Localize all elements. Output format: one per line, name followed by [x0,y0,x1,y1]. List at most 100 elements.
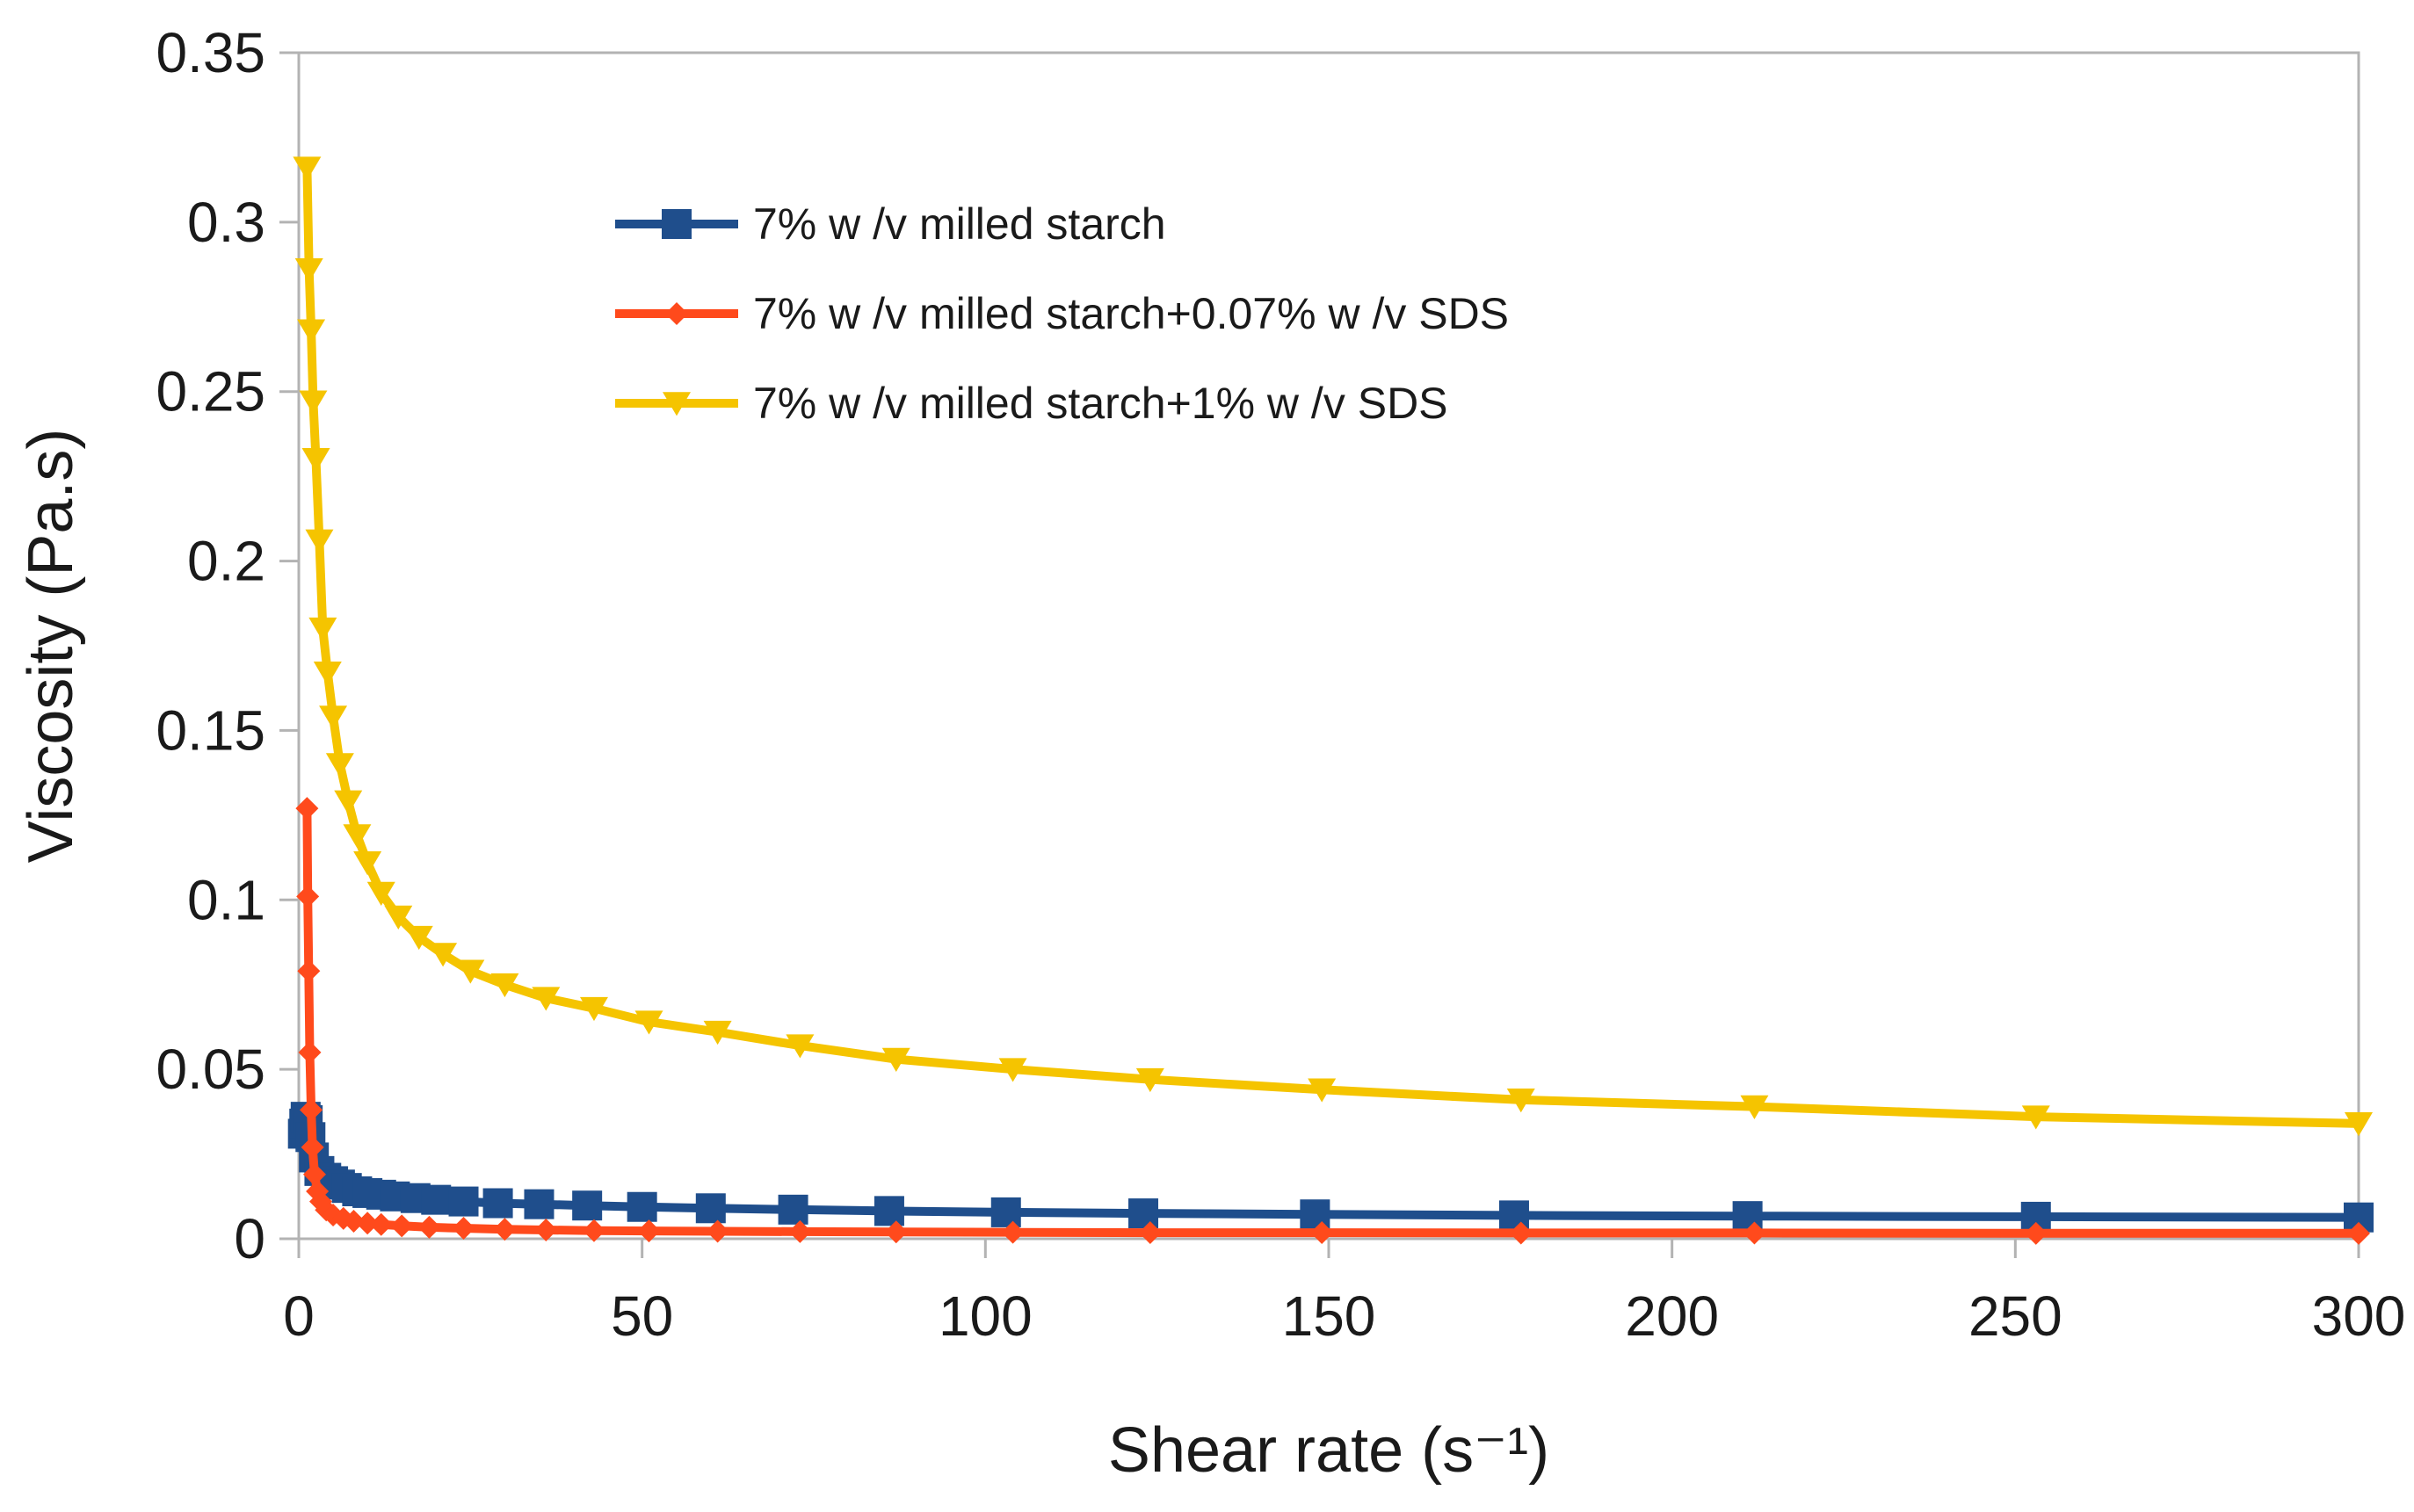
data-point [1509,1221,1533,1245]
data-point [532,987,561,1011]
legend-item: 7% w /v milled starch+1% w /v SDS [615,379,1448,428]
data-point [1128,1198,1159,1229]
data-point [627,1191,657,1222]
data-point [1743,1221,1766,1245]
data-point [404,925,433,951]
data-point [2021,1105,2050,1130]
data-point [534,1218,558,1241]
data-point [582,1219,605,1242]
data-point [302,1162,326,1186]
series-1 [295,797,2370,1245]
y-tick-label: 0.05 [156,1038,265,1101]
x-tick-label: 50 [611,1284,673,1348]
data-point [695,1193,726,1224]
data-point [421,1184,452,1215]
legend-marker [665,302,688,325]
data-point [308,617,337,642]
data-point [703,1020,732,1045]
data-point [2347,1221,2370,1245]
data-point [299,390,328,415]
y-axis-title: Viscosity (Pa.s) [16,429,86,864]
data-point [1310,1221,1334,1245]
data-point [990,1197,1021,1227]
data-point [884,1220,908,1244]
y-tick-label: 0.1 [187,868,265,931]
data-point [786,1034,815,1059]
legend-label: 7% w /v milled starch+0.07% w /v SDS [753,289,1509,338]
data-point [482,1188,513,1219]
data-point [490,973,519,998]
data-point [1135,1067,1164,1093]
data-point [353,851,382,876]
data-point [293,156,322,181]
data-point [1001,1220,1025,1244]
data-point [300,1098,323,1122]
x-tick-label: 250 [1968,1284,2062,1348]
data-point [452,1217,475,1241]
series-layer [287,156,2374,1245]
y-tick-label: 0.35 [156,21,265,84]
x-axis-title: Shear rate (s⁻¹) [1108,1415,1549,1486]
data-point [369,1212,393,1236]
data-point [319,705,348,730]
data-point [298,1040,322,1064]
data-point [874,1196,904,1226]
series-2 [293,156,2373,1137]
data-point [305,529,334,553]
data-point [417,1215,441,1239]
data-point [384,905,413,930]
data-point [429,943,458,967]
series-line [302,804,2363,1238]
data-point [1300,1199,1330,1230]
data-point [343,824,372,849]
legend-label: 7% w /v milled starch+1% w /v SDS [753,379,1448,428]
data-point [1740,1095,1769,1119]
data-point [297,319,326,344]
data-point [334,790,363,814]
data-point [295,797,319,821]
data-point [2345,1112,2373,1137]
data-point [456,959,485,984]
data-point [390,1214,414,1238]
data-point [778,1194,808,1225]
legend-item: 7% w /v milled starch+0.07% w /v SDS [615,289,1509,338]
data-point [301,448,330,473]
data-point [325,753,354,778]
data-point [637,1219,661,1243]
data-point [301,1135,324,1159]
data-point [448,1186,479,1217]
y-tick-label: 0.3 [187,191,265,254]
legend-marker [663,392,691,416]
x-tick-label: 0 [283,1284,315,1348]
x-tick-label: 200 [1625,1284,1719,1348]
legend-label: 7% w /v milled starch [753,199,1166,249]
data-point [998,1058,1027,1082]
data-point [788,1219,812,1243]
data-point [2024,1221,2048,1245]
data-point [313,662,342,686]
plot-area [297,51,2360,1241]
data-point [1138,1221,1162,1245]
plot-border [297,51,2360,1241]
data-point [881,1047,910,1072]
y-tick-label: 0.25 [156,360,265,423]
legend-marker [662,209,692,239]
data-point [342,1209,366,1233]
x-axis: 0 50 100 150 200 250 300 [283,1239,2405,1348]
x-tick-label: 300 [2312,1284,2406,1348]
y-axis: 0 0.05 0.1 0.15 0.2 0.25 0.3 0.35 [156,21,299,1270]
data-point [356,1212,380,1235]
data-point [493,1218,517,1241]
y-tick-label: 0.15 [156,698,265,762]
data-point [1506,1089,1535,1113]
data-point [706,1219,729,1243]
data-point [524,1189,555,1219]
data-point [572,1190,603,1221]
y-tick-label: 0 [234,1207,265,1270]
x-tick-label: 100 [939,1284,1033,1348]
data-point [1308,1078,1337,1103]
data-point [297,959,321,983]
legend-item: 7% w /v milled starch [615,199,1166,249]
